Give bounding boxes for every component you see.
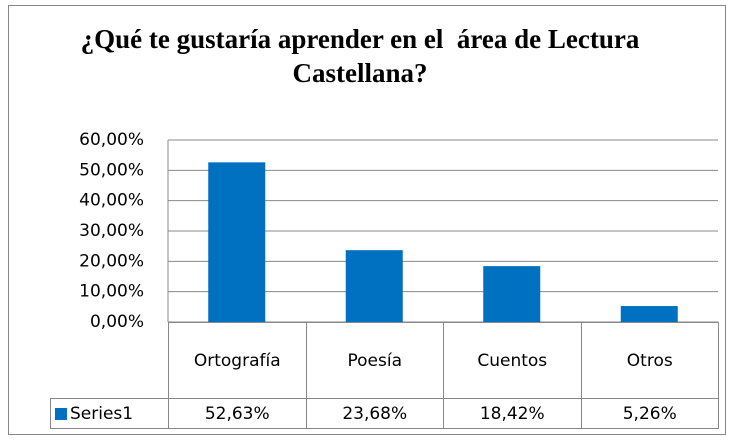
category-label: Poesía bbox=[305, 322, 444, 399]
y-tick-label: 20,00% bbox=[79, 251, 144, 271]
category-label: Otros bbox=[580, 322, 719, 399]
data-table: Ortografía Poesía Cuentos Otros Series1 52,6… bbox=[50, 322, 719, 429]
legend-label: Series1 bbox=[70, 403, 134, 424]
legend-cell: Series1 bbox=[50, 398, 169, 429]
bar bbox=[208, 162, 266, 322]
chart-title: ¿Qué te gustaría aprender en el área de … bbox=[80, 24, 647, 88]
value-label: 5,26% bbox=[580, 398, 719, 429]
category-label: Ortografía bbox=[168, 322, 307, 399]
category-row: Ortografía Poesía Cuentos Otros bbox=[50, 322, 719, 399]
y-tick-label: 60,00% bbox=[79, 130, 144, 150]
category-label: Cuentos bbox=[443, 322, 582, 399]
y-tick-label: 10,00% bbox=[79, 282, 144, 302]
value-row: Series1 52,63% 23,68% 18,42% 5,26% bbox=[50, 398, 719, 429]
blank-cell bbox=[50, 322, 169, 399]
bar bbox=[483, 266, 541, 322]
chart-frame bbox=[8, 5, 726, 435]
value-label: 52,63% bbox=[168, 398, 307, 429]
y-tick-label: 30,00% bbox=[79, 221, 144, 241]
legend-swatch bbox=[55, 407, 67, 420]
value-label: 18,42% bbox=[443, 398, 582, 429]
value-label: 23,68% bbox=[305, 398, 444, 429]
y-tick-label: 40,00% bbox=[79, 191, 144, 211]
y-tick-label: 50,00% bbox=[79, 160, 144, 180]
bar bbox=[620, 306, 678, 322]
bar bbox=[345, 250, 403, 322]
